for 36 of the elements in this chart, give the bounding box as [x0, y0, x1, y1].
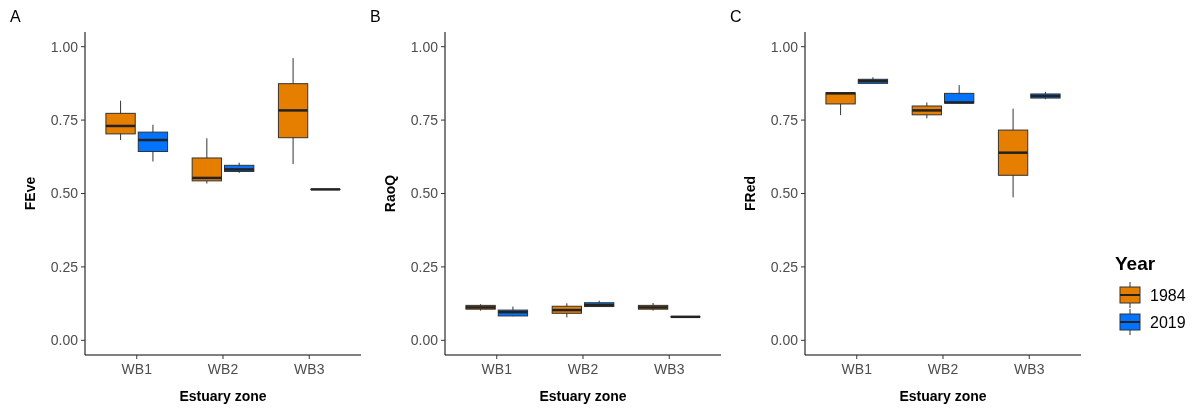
y-tick-label: 0.00	[50, 332, 79, 349]
x-tick-label: WB2	[207, 361, 239, 377]
x-tick-label: WB1	[121, 361, 153, 377]
x-axis-title: Estuary zone	[899, 388, 987, 404]
x-tick-label: WB3	[1014, 361, 1045, 377]
y-axis-title: FRed	[742, 176, 758, 211]
y-tick-label: 0.50	[770, 185, 799, 202]
legend-label: 1984	[1150, 286, 1186, 304]
x-tick-label: WB3	[294, 361, 325, 377]
y-tick-label: 0.75	[770, 111, 799, 128]
y-tick-label: 1.00	[770, 38, 799, 55]
chart-title: C	[730, 8, 742, 25]
x-tick-label: WB1	[481, 361, 513, 377]
y-tick-label: 0.25	[50, 258, 79, 275]
y-tick-label: 0.00	[770, 332, 799, 349]
x-tick-label: WB1	[841, 361, 873, 377]
legend-label: 2019	[1150, 313, 1186, 331]
x-axis-title: Estuary zone	[179, 388, 267, 404]
x-tick-label: WB2	[567, 361, 599, 377]
y-tick-label: 0.50	[50, 185, 79, 202]
y-tick-label: 0.25	[770, 258, 799, 275]
x-tick-label: WB3	[654, 361, 685, 377]
y-tick-label: 1.00	[410, 38, 439, 55]
y-tick-label: 0.75	[410, 111, 439, 128]
x-axis-title: Estuary zone	[539, 388, 627, 404]
y-tick-label: 0.00	[410, 332, 439, 349]
y-axis-title: RaoQ	[382, 174, 398, 213]
y-tick-label: 1.00	[50, 38, 79, 55]
x-tick-label: WB2	[927, 361, 959, 377]
y-tick-label: 0.25	[410, 258, 439, 275]
y-tick-label: 0.50	[410, 185, 439, 202]
y-tick-label: 0.75	[50, 111, 79, 128]
chart-title: B	[370, 8, 381, 25]
legend-title: Year	[1115, 253, 1156, 274]
y-axis-title: FEve	[22, 176, 38, 211]
chart-title: A	[10, 8, 21, 25]
